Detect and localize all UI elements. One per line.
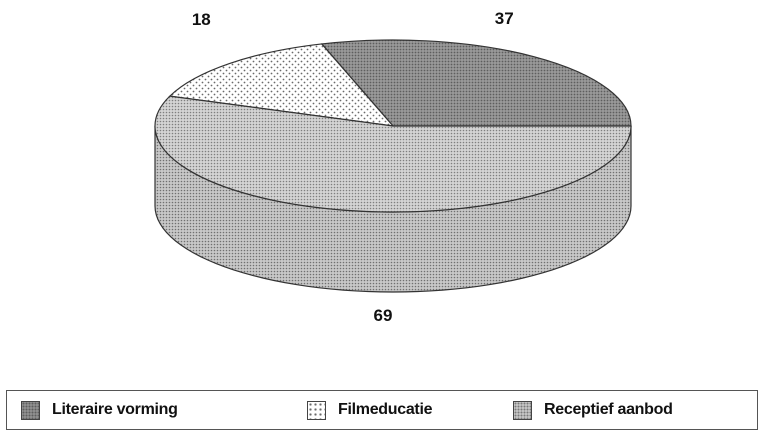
data-label-literaire-vorming: 37 xyxy=(495,9,514,28)
legend-swatch-receptief-aanbod xyxy=(513,400,532,420)
legend-swatch-filmeducatie xyxy=(307,400,326,420)
data-label-filmeducatie: 18 xyxy=(192,10,211,29)
pie-slice-filmeducatie xyxy=(168,43,395,127)
pie-slice-receptief-aanbod xyxy=(154,95,632,213)
legend-item-literaire-vorming: Literaire vorming xyxy=(21,391,178,429)
pie-slice-literaire-vorming xyxy=(320,39,632,127)
data-label-receptief-aanbod: 69 xyxy=(374,306,393,325)
legend-label: Receptief aanbod xyxy=(544,401,673,418)
legend-label: Filmeducatie xyxy=(338,401,433,418)
legend-label: Literaire vorming xyxy=(52,401,178,418)
legend: Literaire vorming Filmeducatie Receptief… xyxy=(6,390,758,430)
legend-item-receptief-aanbod: Receptief aanbod xyxy=(513,391,673,429)
legend-swatch-literaire-vorming xyxy=(21,400,40,420)
legend-item-filmeducatie: Filmeducatie xyxy=(307,391,433,429)
